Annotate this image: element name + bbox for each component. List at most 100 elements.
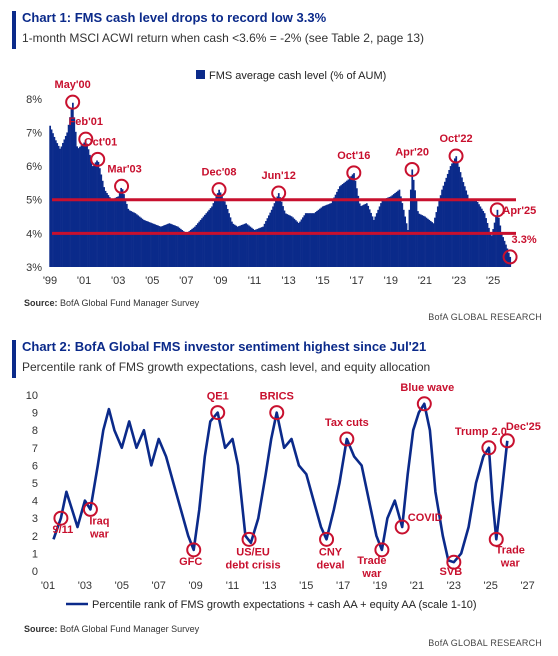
chart1-subtitle: 1-month MSCI ACWI return when cash <3.6%… (22, 31, 424, 45)
cash-bar (324, 205, 327, 267)
cash-bar (130, 211, 132, 267)
cash-bar (439, 195, 442, 267)
cash-bar (253, 230, 256, 267)
y-tick-label: 3 (32, 513, 38, 525)
x-tick-label: '07 (152, 580, 166, 592)
cash-bar (446, 173, 449, 267)
annotation-circle (448, 148, 464, 164)
x-tick-label: '03 (78, 580, 92, 592)
annotation-label: CNY (319, 546, 343, 558)
cash-bar (160, 226, 162, 267)
cash-bar (489, 232, 492, 267)
annotation-label: deval (316, 559, 344, 571)
chart2-accent-bar (12, 340, 16, 378)
chart2-source: Source: BofA Global Fund Manager Survey (24, 624, 200, 634)
cash-bar (502, 237, 504, 267)
cash-bar (83, 142, 86, 267)
annotation-label: 9/11 (53, 524, 74, 536)
cash-bar (290, 216, 293, 267)
cash-bar (363, 204, 365, 267)
cash-bar (368, 209, 371, 267)
annotation-label: Apr'25 (502, 205, 536, 217)
cash-bar (87, 149, 90, 267)
cash-bar (300, 219, 303, 267)
cash-bar (209, 208, 212, 267)
x-tick-label: '17 (350, 275, 364, 287)
annotation-label: Trade (357, 555, 386, 567)
cash-bar (134, 213, 137, 267)
cash-bar (348, 177, 351, 267)
annotation-circle (82, 501, 98, 517)
cash-bar (338, 186, 341, 267)
cash-bar (152, 223, 155, 267)
annotation-label: BRICS (260, 391, 294, 403)
cash-bar (310, 213, 313, 267)
annotation-circle (53, 510, 69, 526)
cash-bar (485, 218, 487, 267)
cash-bar (270, 209, 273, 267)
cash-bar (419, 214, 422, 267)
x-tick-label: '05 (115, 580, 129, 592)
annotation-label: US/EU (236, 546, 270, 558)
cash-bar (144, 220, 147, 267)
cash-bar (326, 204, 328, 267)
cash-bar (196, 223, 199, 267)
annotation-circle (481, 440, 497, 456)
cash-bar (162, 225, 165, 267)
cash-bar (233, 224, 236, 267)
annotation-circle (346, 165, 362, 181)
annotation-label: Oct'22 (439, 133, 472, 145)
cash-bar (236, 226, 239, 267)
chart2-plot: 0 1 2 3 4 5 6 7 8 9 10 '01 '03 '05 '07 '09 '11 '13 '15 '17 '… (26, 382, 541, 611)
chart1-source: Source: BofA Global Fund Manager Survey (24, 298, 200, 308)
x-tick-label: '23 (447, 580, 461, 592)
cash-bar (106, 193, 108, 267)
annotation-circle (241, 531, 257, 547)
cash-bar (91, 166, 94, 267)
cash-bar (240, 224, 243, 267)
cash-bar (81, 143, 84, 267)
y-tick-label: 1 (32, 548, 38, 560)
cash-bar (276, 196, 279, 267)
cash-bar (252, 228, 255, 267)
annotation-label: COVID (408, 512, 443, 524)
cash-bar (246, 224, 249, 267)
cash-bar (120, 187, 123, 267)
cash-bar (177, 226, 179, 267)
annotation-label: May'00 (55, 79, 91, 91)
cash-bar (93, 164, 96, 267)
cash-bar (69, 117, 71, 268)
cash-bar (260, 227, 263, 267)
chart2-subtitle: Percentile rank of FMS growth expectatio… (22, 360, 431, 374)
y-tick-label: 7 (32, 443, 38, 455)
cash-bar (356, 188, 358, 267)
cash-bar (145, 221, 148, 267)
cash-bar (306, 213, 309, 267)
cash-bar (56, 143, 59, 267)
annotation-circle (394, 519, 410, 535)
cash-bar (405, 223, 408, 267)
cash-bar (135, 214, 138, 267)
annotation-label: Iraq (89, 515, 109, 527)
cash-bar (466, 194, 469, 267)
cash-bar (158, 226, 161, 267)
cash-bar (238, 226, 240, 267)
cash-bar (182, 231, 185, 267)
annotation-label: Blue wave (400, 382, 454, 394)
cash-bar (97, 161, 100, 267)
chart2-panel: Chart 2: BofA Global FMS investor sentim… (0, 336, 558, 656)
annotation-label: Trade (496, 544, 525, 556)
x-tick-label: '15 (299, 580, 313, 592)
x-tick-label: '25 (484, 580, 498, 592)
annotation-circle (499, 433, 515, 449)
cash-bar (296, 221, 299, 267)
cash-bar (249, 226, 252, 267)
cash-bar (417, 211, 419, 267)
cash-bar (255, 229, 257, 267)
cash-bar (283, 210, 286, 267)
cash-bar (277, 193, 280, 267)
cash-bar (409, 189, 412, 267)
cash-bar (509, 256, 512, 267)
y-tick-label: 4% (26, 228, 42, 240)
cash-bar (272, 206, 274, 267)
